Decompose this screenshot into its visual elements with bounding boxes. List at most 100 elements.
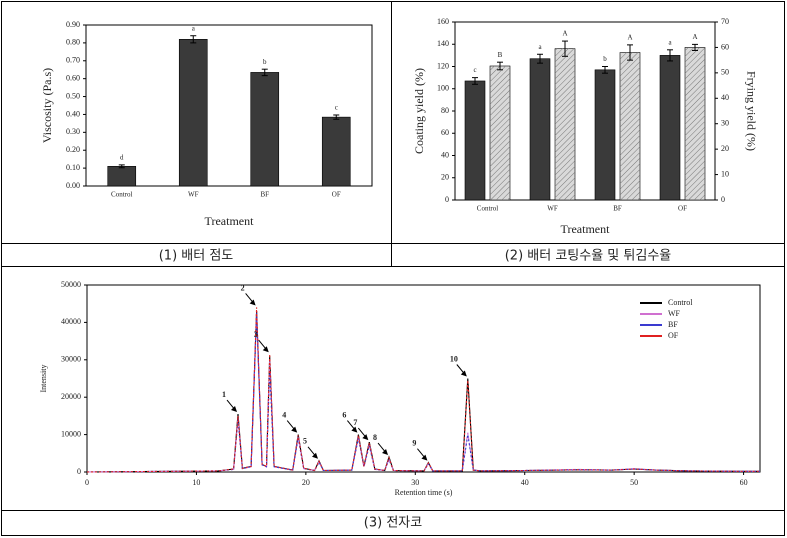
bar xyxy=(659,55,681,201)
annotation: 5 xyxy=(303,437,307,446)
x-tick-label: BF xyxy=(260,191,269,199)
caption: (2) 배터 코팅수율 및 튀김수율 xyxy=(505,249,672,264)
x-tick-label: OF xyxy=(332,191,341,199)
y-tick-label: 70 xyxy=(721,17,729,26)
bar-hatch xyxy=(555,48,575,201)
y-tick-label: 50000 xyxy=(61,280,81,289)
y-tick-label: 10000 xyxy=(61,429,81,438)
significance-letter: A xyxy=(562,30,567,38)
y-tick-label: 0 xyxy=(77,467,81,476)
annotation-arrowhead xyxy=(311,452,318,459)
x-tick-label: OF xyxy=(678,205,687,213)
series-line xyxy=(86,314,760,473)
significance-letter: a xyxy=(668,38,672,46)
y-tick-label: 0.40 xyxy=(66,109,80,118)
significance-letter: A xyxy=(627,33,632,41)
annotation: 2 xyxy=(241,283,245,292)
y-tick-label: 0.50 xyxy=(66,91,80,100)
annotation-arrowhead xyxy=(362,434,369,441)
x-axis-label: Retention time (s) xyxy=(395,488,453,497)
bar-hatch xyxy=(685,47,705,200)
x-tick-label: 20 xyxy=(302,478,310,487)
annotation-arrowhead xyxy=(382,449,389,456)
x-tick-label: WF xyxy=(188,191,199,199)
y-tick-label: 80 xyxy=(441,106,449,115)
annotation-arrowhead xyxy=(291,426,298,433)
x-axis-label: Treatment xyxy=(205,214,255,228)
y-tick-label: 0.80 xyxy=(66,38,80,47)
y-tick-label: 0 xyxy=(445,195,449,204)
y-tick-label: 0 xyxy=(721,195,725,204)
y-tick-label: 20 xyxy=(721,144,729,153)
x-tick-label: Control xyxy=(111,191,132,199)
annotation: 8 xyxy=(373,433,377,442)
x-tick-label: WF xyxy=(547,205,558,213)
bar-hatch xyxy=(620,52,640,201)
x-tick-label: 40 xyxy=(521,478,529,487)
significance-letter: a xyxy=(538,43,542,51)
y-tick-label: 60 xyxy=(441,128,449,137)
significance-letter: d xyxy=(120,154,124,162)
y-axis-label: Intensity xyxy=(39,365,48,393)
bar xyxy=(594,69,616,201)
significance-letter: a xyxy=(192,24,196,32)
annotation-arrowhead xyxy=(460,370,467,377)
y-tick-label: 10 xyxy=(721,169,729,178)
y-axis-label: Coating yield (%) xyxy=(412,68,426,154)
y-tick-label: 20 xyxy=(441,173,449,182)
bar xyxy=(321,116,351,187)
x-tick-label: Control xyxy=(477,205,498,213)
y-tick-label: 0.60 xyxy=(66,73,80,82)
caption: (3) 전자코 xyxy=(364,516,422,531)
bar xyxy=(107,166,137,187)
plot-frame xyxy=(86,284,761,473)
y-axis-label: Viscosity (Pa.s) xyxy=(40,68,54,143)
annotation: 1 xyxy=(222,390,226,399)
x-tick-label: 60 xyxy=(740,478,748,487)
legend-label: BF xyxy=(668,320,678,329)
annotation-arrowhead xyxy=(421,454,428,461)
significance-letter: b xyxy=(263,58,267,66)
y-tick-label: 40 xyxy=(721,93,729,102)
bar xyxy=(464,80,486,201)
y-axis-label: Frying yield (%) xyxy=(744,71,758,151)
caption: (1) 배터 점도 xyxy=(159,249,234,264)
annotation-arrowhead xyxy=(249,299,256,306)
y-tick-label: 0.00 xyxy=(66,181,80,190)
y-tick-label: 120 xyxy=(437,61,449,70)
bar xyxy=(250,72,280,187)
y-tick-label: 0.70 xyxy=(66,56,80,65)
bar-hatch xyxy=(490,65,510,201)
x-axis-label: Treatment xyxy=(561,222,611,236)
y-tick-label: 40000 xyxy=(61,317,81,326)
bar xyxy=(529,58,551,201)
y-tick-label: 30 xyxy=(721,119,729,128)
y-tick-label: 30000 xyxy=(61,355,81,364)
y-tick-label: 20000 xyxy=(61,392,81,401)
x-tick-label: BF xyxy=(613,205,622,213)
x-tick-label: 10 xyxy=(192,478,200,487)
x-tick-label: 30 xyxy=(411,478,419,487)
annotation-arrowhead xyxy=(262,346,269,353)
y-tick-label: 0.20 xyxy=(66,145,80,154)
significance-letter: c xyxy=(335,104,338,112)
y-tick-label: 0.30 xyxy=(66,127,80,136)
x-tick-label: 50 xyxy=(630,478,638,487)
plot-frame xyxy=(85,24,373,187)
y-tick-label: 140 xyxy=(437,39,449,48)
y-tick-label: 40 xyxy=(441,150,449,159)
annotation: 6 xyxy=(342,410,346,419)
y-tick-label: 160 xyxy=(437,17,449,26)
y-tick-label: 0.10 xyxy=(66,163,80,172)
annotation-arrowhead xyxy=(351,426,358,433)
annotation-arrowhead xyxy=(231,406,238,413)
bar xyxy=(178,39,208,187)
series-line xyxy=(86,307,760,473)
annotation: 7 xyxy=(353,418,357,427)
annotation: 10 xyxy=(450,354,458,363)
legend-label: Control xyxy=(668,298,693,307)
x-tick-label: 0 xyxy=(85,478,89,487)
y-tick-label: 100 xyxy=(437,84,449,93)
